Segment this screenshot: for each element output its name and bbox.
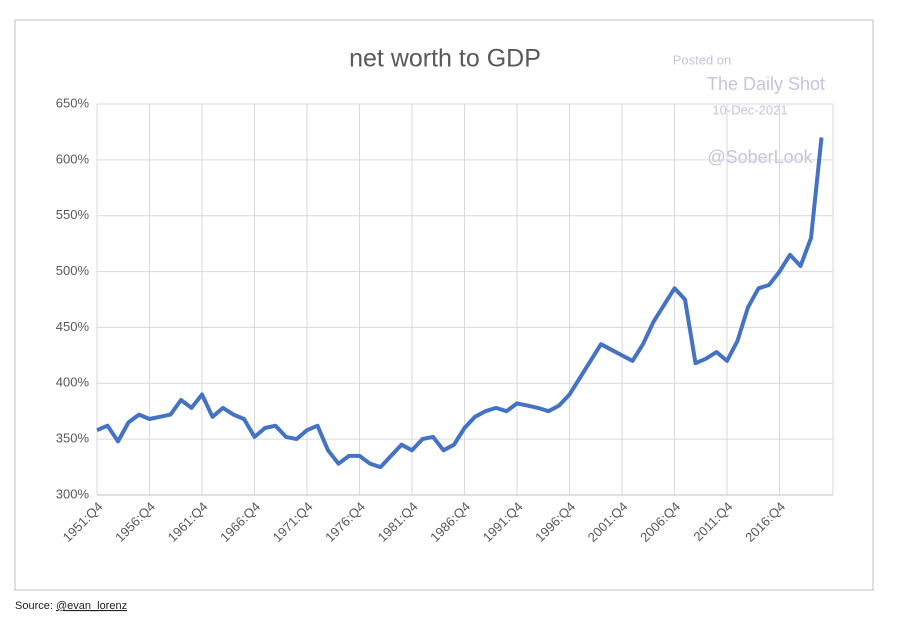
annotation: 10-Dec-2021: [712, 102, 787, 117]
source-prefix: Source:: [15, 600, 53, 612]
line-series: [96, 137, 824, 470]
source: Source: @evan_lorenz: [15, 600, 127, 612]
y-tick-label: 400%: [56, 375, 90, 390]
y-tick-label: 650%: [56, 95, 90, 110]
annotation: Posted on: [673, 52, 732, 67]
y-tick-label: 500%: [56, 263, 90, 278]
source-link[interactable]: @evan_lorenz: [56, 600, 127, 612]
annotation: The Daily Shot: [707, 74, 825, 94]
chart-title: net worth to GDP: [349, 45, 541, 73]
y-tick-label: 300%: [56, 486, 90, 501]
y-tick-label: 550%: [56, 207, 90, 222]
y-tick-label: 600%: [56, 151, 90, 166]
y-tick-label: 350%: [56, 431, 90, 446]
y-tick-label: 450%: [56, 319, 90, 334]
annotation: @SoberLook: [707, 147, 813, 167]
